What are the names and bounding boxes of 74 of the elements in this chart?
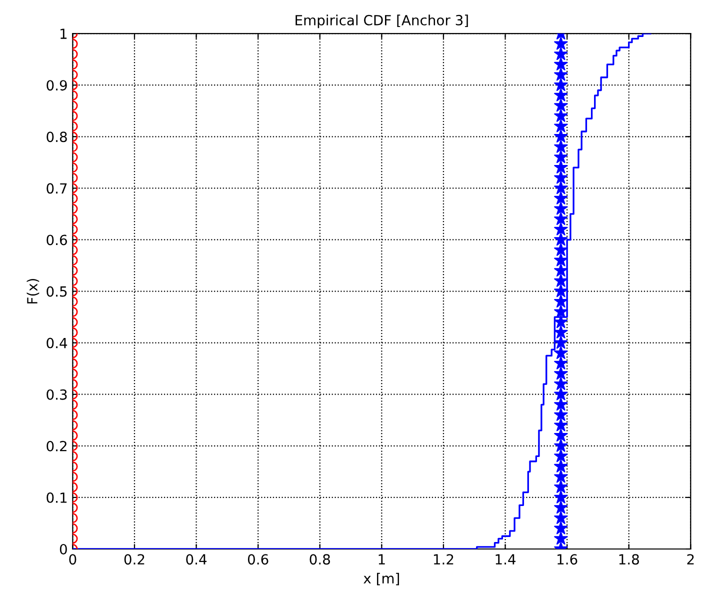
point bbox=[554, 294, 568, 308]
point bbox=[554, 232, 568, 246]
point bbox=[554, 212, 568, 225]
point bbox=[554, 521, 568, 534]
point bbox=[554, 57, 568, 70]
chart-title: Empirical CDF [Anchor 3] bbox=[296, 14, 468, 28]
point bbox=[554, 253, 568, 266]
point bbox=[554, 47, 568, 60]
y-tick-label: 1 bbox=[60, 28, 67, 39]
x-tick-label: 1.2 bbox=[434, 554, 454, 564]
point bbox=[554, 398, 568, 411]
x-tick-label: 0.8 bbox=[310, 554, 330, 565]
y-tick-label: 0 bbox=[60, 544, 67, 554]
point bbox=[554, 376, 568, 390]
point bbox=[554, 510, 568, 524]
point bbox=[554, 160, 568, 174]
point bbox=[554, 170, 568, 184]
x-tick-label: 2 bbox=[687, 554, 694, 564]
point bbox=[554, 202, 568, 215]
point bbox=[554, 480, 568, 494]
point bbox=[554, 449, 568, 462]
point bbox=[554, 346, 568, 360]
x-tick-label: 1.4 bbox=[496, 554, 516, 564]
point bbox=[554, 181, 568, 194]
point bbox=[554, 68, 568, 81]
point bbox=[554, 325, 568, 338]
point bbox=[554, 191, 568, 204]
point bbox=[554, 418, 568, 432]
x-tick-label: 0 bbox=[69, 554, 76, 565]
x-tick-label: 1 bbox=[378, 554, 385, 564]
point bbox=[554, 108, 568, 122]
y-tick-label: 0.2 bbox=[46, 440, 66, 452]
point bbox=[554, 470, 568, 483]
x-tick-label: 0.4 bbox=[186, 554, 207, 565]
x-axis-title: x [m] bbox=[364, 572, 399, 586]
y-tick-label: 0.1 bbox=[46, 492, 67, 503]
x-tick-label: 1.6 bbox=[558, 554, 578, 565]
y-tick-label: 0.5 bbox=[46, 286, 67, 297]
point bbox=[554, 336, 568, 349]
point bbox=[554, 304, 568, 318]
point bbox=[554, 532, 568, 545]
point bbox=[554, 150, 568, 164]
point bbox=[554, 315, 568, 328]
point bbox=[554, 366, 568, 380]
point bbox=[554, 459, 568, 472]
y-tick-label: 0.9 bbox=[46, 80, 67, 91]
y-tick-label: 0.4 bbox=[46, 338, 68, 348]
point bbox=[554, 78, 568, 91]
point bbox=[554, 119, 568, 132]
x-tick-label: 0.6 bbox=[248, 554, 268, 565]
point bbox=[554, 88, 568, 102]
point bbox=[554, 408, 568, 421]
y-tick-label: 0.3 bbox=[46, 389, 67, 400]
point bbox=[554, 264, 568, 277]
x-tick-label: 1.8 bbox=[619, 554, 639, 565]
y-tick-label: 0.7 bbox=[46, 183, 67, 194]
point bbox=[554, 356, 568, 370]
point bbox=[554, 98, 568, 112]
point bbox=[554, 129, 568, 143]
point bbox=[554, 274, 568, 287]
point bbox=[554, 428, 568, 442]
point bbox=[554, 438, 568, 452]
point bbox=[554, 500, 568, 514]
y-tick-label: 0.6 bbox=[46, 234, 67, 246]
point bbox=[554, 222, 568, 236]
point bbox=[554, 490, 568, 504]
point bbox=[554, 140, 568, 153]
y-tick-label: 0.8 bbox=[46, 132, 67, 142]
point bbox=[554, 36, 568, 50]
point bbox=[554, 284, 568, 298]
y-axis-title: F(x) bbox=[26, 278, 40, 304]
x-tick-label: 0.2 bbox=[124, 554, 144, 565]
point bbox=[554, 242, 568, 256]
point bbox=[554, 387, 568, 400]
